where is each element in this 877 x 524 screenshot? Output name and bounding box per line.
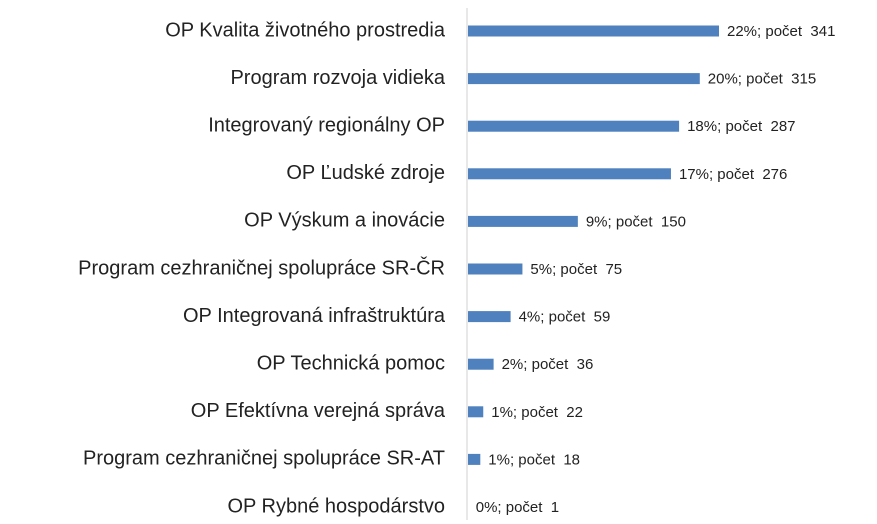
bar (468, 168, 671, 180)
y-tick-label: OP Kvalita životného prostredia (165, 19, 446, 41)
y-tick-label: OP Rybné hospodárstvo (227, 495, 445, 517)
y-tick-label: OP Výskum a inovácie (244, 210, 445, 232)
y-tick-label: OP Integrovaná infraštruktúra (183, 305, 446, 327)
y-tick-label: Program rozvoja vidieka (230, 67, 445, 89)
bar (468, 73, 700, 85)
y-tick-label: OP Efektívna verejná správa (191, 400, 446, 422)
data-label: 20%; počet 315 (708, 71, 816, 88)
data-label: 2%; počet 36 (502, 356, 594, 373)
data-label: 4%; počet 59 (519, 309, 611, 326)
bar (468, 215, 578, 227)
y-tick-label: Program cezhraničnej spolupráce SR-ČR (78, 256, 445, 279)
bar (468, 453, 481, 465)
bar (468, 311, 511, 323)
data-label: 17%; počet 276 (679, 166, 787, 183)
data-label: 1%; počet 18 (488, 451, 580, 468)
bar (468, 120, 680, 132)
data-label: 1%; počet 22 (491, 404, 583, 421)
data-label: 18%; počet 287 (687, 118, 795, 135)
bar (468, 358, 494, 370)
y-tick-label: OP Ľudské zdroje (286, 162, 445, 184)
data-label: 22%; počet 341 (727, 23, 835, 40)
y-tick-label: Integrovaný regionálny OP (208, 114, 445, 136)
bar (468, 263, 523, 275)
y-tick-label: Program cezhraničnej spolupráce SR-AT (83, 448, 445, 470)
y-tick-label: OP Technická pomoc (257, 352, 445, 374)
data-label: 0%; počet 1 (476, 499, 559, 516)
bar (468, 25, 719, 37)
data-label: 5%; počet 75 (530, 261, 622, 278)
bar (468, 406, 484, 418)
data-label: 9%; počet 150 (586, 213, 686, 230)
